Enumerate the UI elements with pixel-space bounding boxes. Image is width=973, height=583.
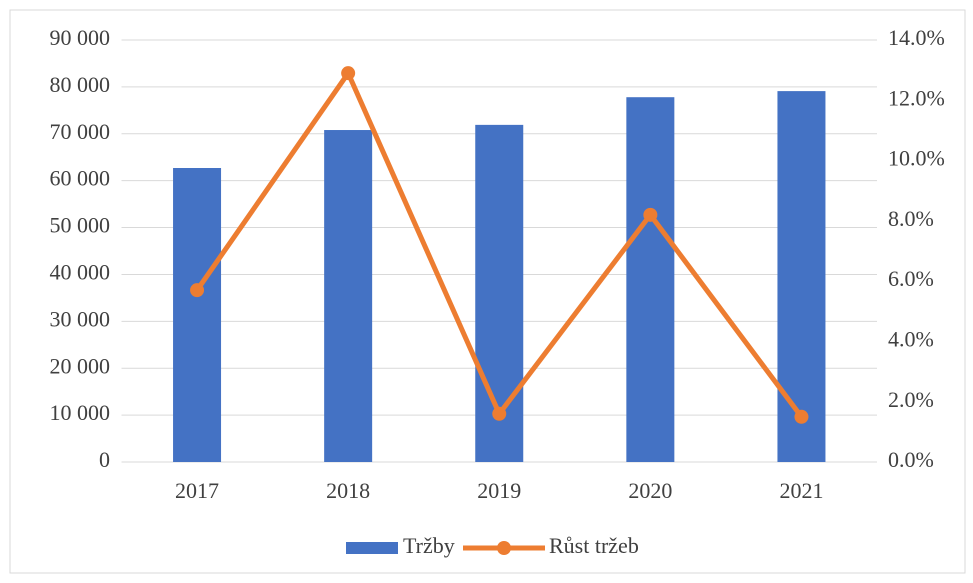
y-tick-label: 80 000 bbox=[50, 72, 111, 97]
y-tick-label: 10 000 bbox=[50, 400, 111, 425]
bar bbox=[626, 97, 675, 463]
y-tick-label: 30 000 bbox=[50, 306, 111, 331]
line-marker bbox=[190, 283, 205, 298]
y-tick-label: 40 000 bbox=[50, 259, 111, 284]
y-tick-label: 90 000 bbox=[50, 25, 111, 50]
bar bbox=[173, 168, 222, 463]
y2-tick-label: 10.0% bbox=[888, 146, 945, 171]
x-tick-label: 2021 bbox=[779, 478, 823, 503]
x-tick-label: 2017 bbox=[175, 478, 219, 503]
line-marker bbox=[794, 409, 809, 424]
line-marker bbox=[341, 66, 356, 81]
bar bbox=[475, 124, 524, 462]
legend-label: Tržby bbox=[403, 533, 455, 558]
legend-marker bbox=[497, 541, 511, 555]
y2-tick-label: 4.0% bbox=[888, 326, 934, 351]
y2-tick-label: 14.0% bbox=[888, 25, 945, 50]
x-tick-label: 2019 bbox=[477, 478, 521, 503]
legend-swatch bbox=[346, 542, 398, 554]
line-marker bbox=[643, 207, 658, 222]
y-tick-label: 50 000 bbox=[50, 213, 111, 238]
y-tick-label: 70 000 bbox=[50, 119, 111, 144]
bar bbox=[777, 91, 826, 462]
line-marker bbox=[492, 406, 507, 421]
y-tick-label: 60 000 bbox=[50, 166, 111, 191]
y-tick-label: 20 000 bbox=[50, 353, 111, 378]
y2-tick-label: 12.0% bbox=[888, 85, 945, 110]
y2-tick-label: 2.0% bbox=[888, 387, 934, 412]
y-tick-label: 0 bbox=[99, 447, 110, 472]
x-tick-label: 2018 bbox=[326, 478, 370, 503]
bar bbox=[324, 130, 373, 462]
x-tick-label: 2020 bbox=[628, 478, 672, 503]
legend-label: Růst tržeb bbox=[549, 533, 639, 558]
y2-tick-label: 8.0% bbox=[888, 206, 934, 231]
y2-tick-label: 0.0% bbox=[888, 447, 934, 472]
y2-tick-label: 6.0% bbox=[888, 266, 934, 291]
